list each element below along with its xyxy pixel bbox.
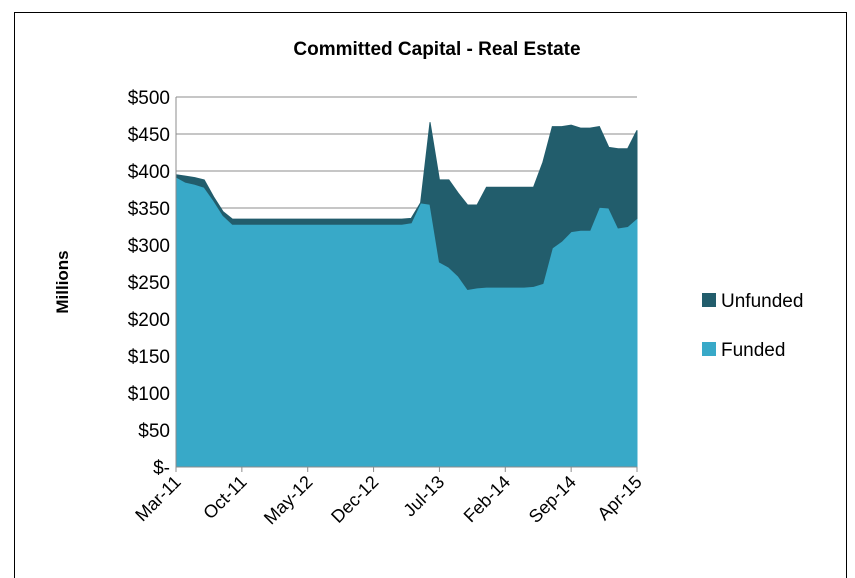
y-tick-label: $150 xyxy=(128,347,170,368)
chart-title: Committed Capital - Real Estate xyxy=(293,39,580,60)
area xyxy=(175,122,638,290)
y-tick-label: $450 xyxy=(128,125,170,146)
y-tick-label: $250 xyxy=(128,273,170,294)
y-axis-label: Millions xyxy=(53,250,72,313)
y-tick-label: $300 xyxy=(128,236,170,257)
legend-label: Unfunded xyxy=(721,291,803,312)
legend-swatch xyxy=(702,342,716,356)
legend-label: Funded xyxy=(721,340,785,361)
y-tick-label: $100 xyxy=(128,384,170,405)
legend-swatch xyxy=(702,293,716,307)
y-tick-label: $- xyxy=(153,458,170,479)
y-tick-label: $50 xyxy=(138,421,170,442)
y-tick-label: $500 xyxy=(128,88,170,109)
y-tick-label: $350 xyxy=(128,199,170,220)
y-tick-label: $400 xyxy=(128,162,170,183)
y-tick-label: $200 xyxy=(128,310,170,331)
